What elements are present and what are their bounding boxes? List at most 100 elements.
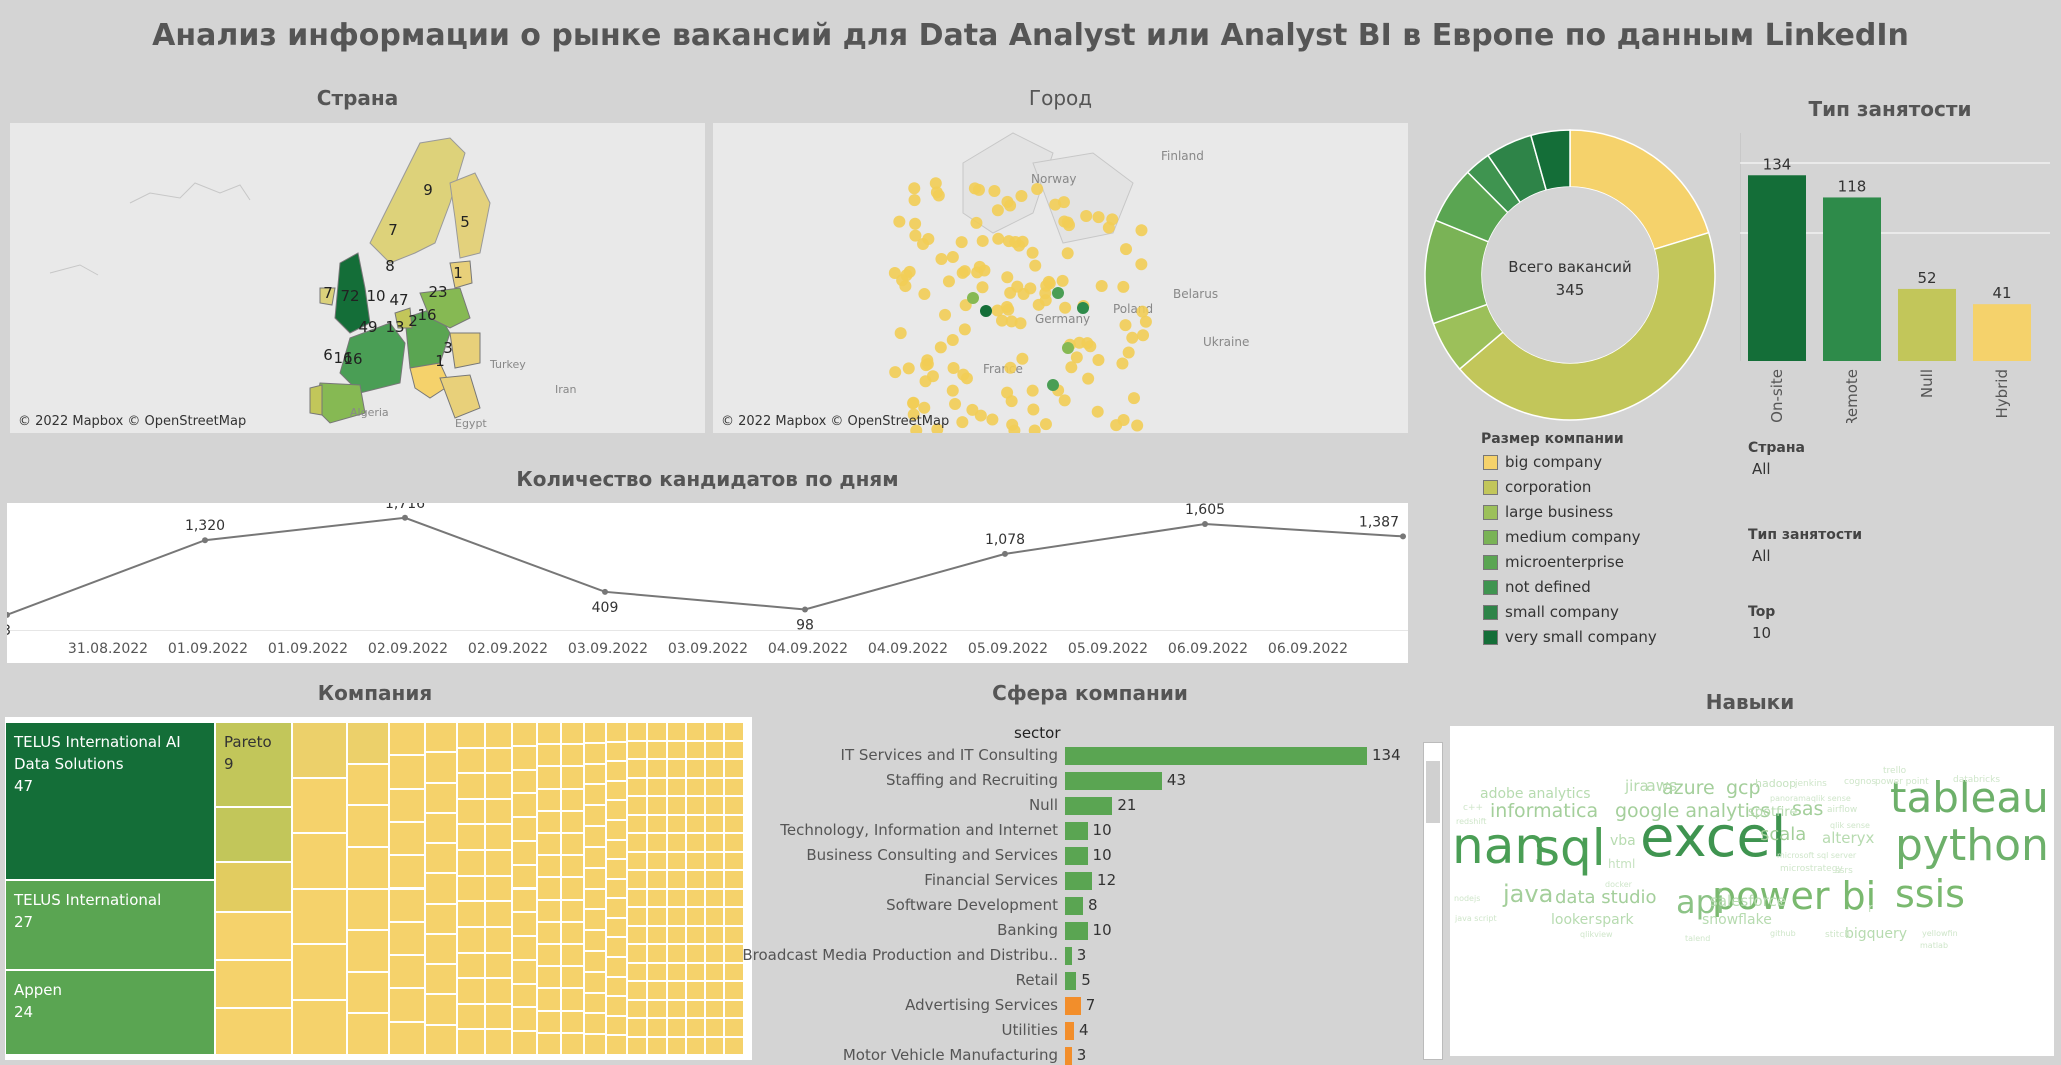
treemap-cell[interactable] — [512, 912, 537, 937]
treemap-cell[interactable] — [512, 745, 537, 770]
treemap-cell[interactable] — [347, 971, 389, 1014]
treemap-cell[interactable] — [292, 722, 347, 778]
treemap-cell[interactable] — [724, 759, 744, 778]
city-dot[interactable] — [918, 401, 931, 414]
treemap-cell[interactable] — [389, 821, 425, 856]
treemap-cell[interactable] — [584, 1013, 606, 1035]
treemap-cell[interactable] — [606, 976, 627, 997]
city-dot[interactable] — [894, 327, 907, 340]
treemap-cell[interactable] — [705, 851, 724, 870]
skill-word[interactable]: java — [1503, 880, 1554, 908]
treemap-cell[interactable] — [389, 855, 425, 889]
treemap-cell[interactable] — [425, 903, 457, 934]
skill-word[interactable]: sas — [1792, 797, 1824, 820]
skill-word[interactable]: microstrategy — [1780, 863, 1843, 874]
city-dot[interactable] — [889, 366, 902, 379]
treemap-cell[interactable] — [485, 926, 512, 953]
skill-word[interactable]: looker — [1551, 912, 1594, 928]
skill-word[interactable]: microsoft sql server — [1777, 851, 1857, 860]
city-dot[interactable] — [919, 375, 932, 388]
city-dot[interactable] — [1015, 190, 1028, 203]
treemap-cell[interactable] — [537, 788, 561, 811]
treemap-cell[interactable] — [627, 870, 647, 889]
treemap-cell[interactable] — [584, 742, 606, 764]
city-dot[interactable] — [929, 177, 942, 190]
treemap-cell[interactable] — [512, 936, 537, 960]
city-dot[interactable] — [958, 323, 971, 336]
city-dot[interactable] — [1137, 329, 1150, 342]
sector-bar[interactable] — [1065, 997, 1081, 1015]
treemap-cell[interactable] — [512, 983, 537, 1008]
skill-word[interactable]: snowflake — [1702, 912, 1772, 928]
treemap-cell[interactable] — [667, 1036, 686, 1055]
city-dot[interactable] — [1005, 395, 1018, 408]
city-dot[interactable] — [1119, 319, 1132, 332]
treemap-cell[interactable] — [705, 759, 724, 778]
treemap-cell[interactable] — [425, 782, 457, 813]
skill-word[interactable]: aws — [1646, 776, 1678, 795]
treemap-cell[interactable] — [647, 833, 667, 852]
city-dot[interactable] — [918, 288, 931, 301]
city-dot[interactable] — [1061, 247, 1074, 260]
treemap-cell[interactable] — [686, 981, 705, 1000]
treemap-cell[interactable] — [584, 971, 606, 993]
line-chart[interactable]: 31.08.2022 01.09.2022 01.09.2022 02.09.2022… — [7, 503, 1408, 663]
treemap-cell[interactable] — [561, 766, 584, 789]
treemap-cell[interactable] — [537, 1032, 561, 1055]
treemap-cell[interactable] — [584, 992, 606, 1014]
skill-word[interactable]: google analytics — [1615, 799, 1771, 822]
treemap-cell[interactable] — [457, 901, 485, 927]
treemap-cell[interactable] — [667, 722, 686, 741]
treemap-cell-pareto[interactable]: Pareto 9 — [215, 722, 292, 807]
treemap-cell[interactable] — [457, 722, 485, 748]
skill-word[interactable]: nodejs — [1454, 894, 1481, 903]
treemap-cell[interactable] — [705, 925, 724, 944]
city-dot[interactable] — [1000, 300, 1013, 313]
skill-word[interactable]: spark — [1595, 912, 1634, 928]
city-dot[interactable] — [908, 194, 921, 207]
city-dot[interactable] — [1102, 221, 1115, 234]
treemap-cell[interactable] — [724, 796, 744, 815]
city-dot[interactable] — [1135, 258, 1148, 271]
treemap-cell[interactable] — [537, 766, 561, 789]
city-dot[interactable] — [1042, 275, 1055, 288]
city-dot[interactable] — [931, 423, 944, 433]
treemap-cell[interactable] — [457, 1029, 485, 1055]
treemap-cell[interactable] — [647, 944, 667, 963]
treemap-cell[interactable] — [512, 1031, 537, 1055]
treemap-cell[interactable] — [537, 744, 561, 767]
treemap-cell[interactable] — [425, 752, 457, 783]
treemap-cell[interactable] — [686, 740, 705, 759]
line-point[interactable] — [7, 611, 10, 618]
treemap-cell[interactable] — [389, 788, 425, 822]
city-dot[interactable] — [921, 354, 934, 367]
treemap-cell[interactable] — [647, 740, 667, 759]
treemap-cell[interactable] — [686, 925, 705, 944]
skill-word[interactable]: adobe analytics — [1480, 786, 1591, 802]
treemap-cell[interactable] — [389, 921, 425, 956]
skill-word[interactable]: salesforce — [1710, 891, 1786, 910]
city-dot[interactable] — [1059, 301, 1072, 314]
city-dot[interactable] — [1005, 315, 1018, 328]
treemap-cell[interactable] — [537, 833, 561, 856]
treemap-cell[interactable] — [627, 925, 647, 944]
treemap-cell[interactable] — [347, 722, 389, 764]
treemap-cell[interactable] — [606, 937, 627, 958]
city-dot[interactable] — [907, 408, 920, 421]
treemap-cell[interactable] — [561, 921, 584, 944]
scrollbar-thumb[interactable] — [1426, 761, 1440, 823]
city-dot[interactable] — [888, 266, 901, 279]
treemap-cell[interactable] — [425, 873, 457, 904]
country-map[interactable]: 9 5 7 8 1 7 72 10 47 23 16 49 13 2 16 6 … — [10, 123, 705, 433]
legend-item[interactable]: not defined — [1483, 578, 1591, 596]
treemap-cell[interactable] — [537, 855, 561, 878]
treemap-cell[interactable] — [347, 805, 389, 847]
treemap-cell[interactable] — [457, 978, 485, 1004]
treemap-cell[interactable] — [667, 981, 686, 1000]
city-dot[interactable] — [1058, 394, 1071, 407]
city-dot[interactable] — [957, 368, 970, 381]
city-dot[interactable] — [1092, 353, 1105, 366]
city-dot[interactable] — [1136, 305, 1149, 318]
treemap-cell[interactable] — [561, 1032, 584, 1055]
treemap-cell[interactable] — [561, 966, 584, 989]
